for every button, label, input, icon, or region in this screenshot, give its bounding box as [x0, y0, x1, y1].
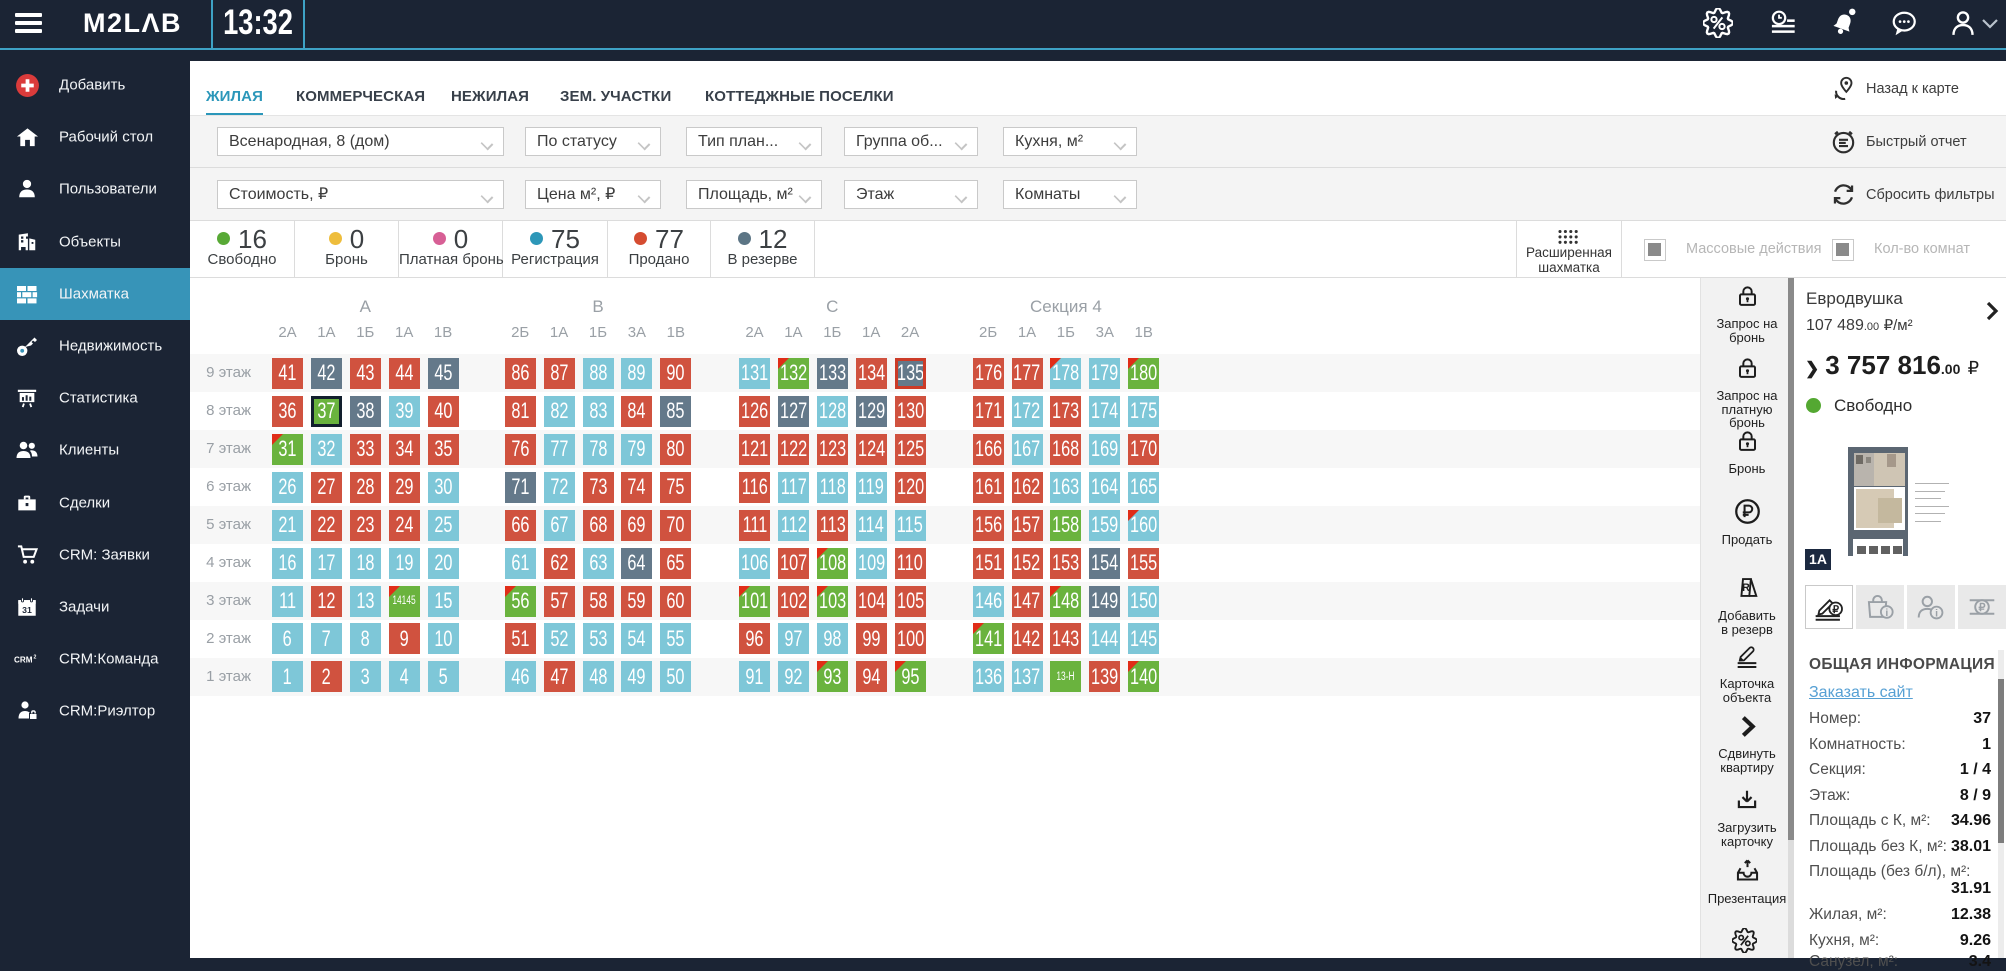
svg-text:2: 2: [34, 655, 37, 661]
svg-text:31: 31: [22, 605, 32, 615]
svg-text:i: i: [1935, 608, 1938, 619]
svg-text:CRM: CRM: [14, 655, 33, 664]
svg-text:i: i: [1885, 608, 1888, 619]
svg-text:R: R: [1742, 582, 1750, 594]
svg-text:₽: ₽: [1978, 602, 1985, 614]
svg-text:₽: ₽: [1832, 605, 1839, 616]
